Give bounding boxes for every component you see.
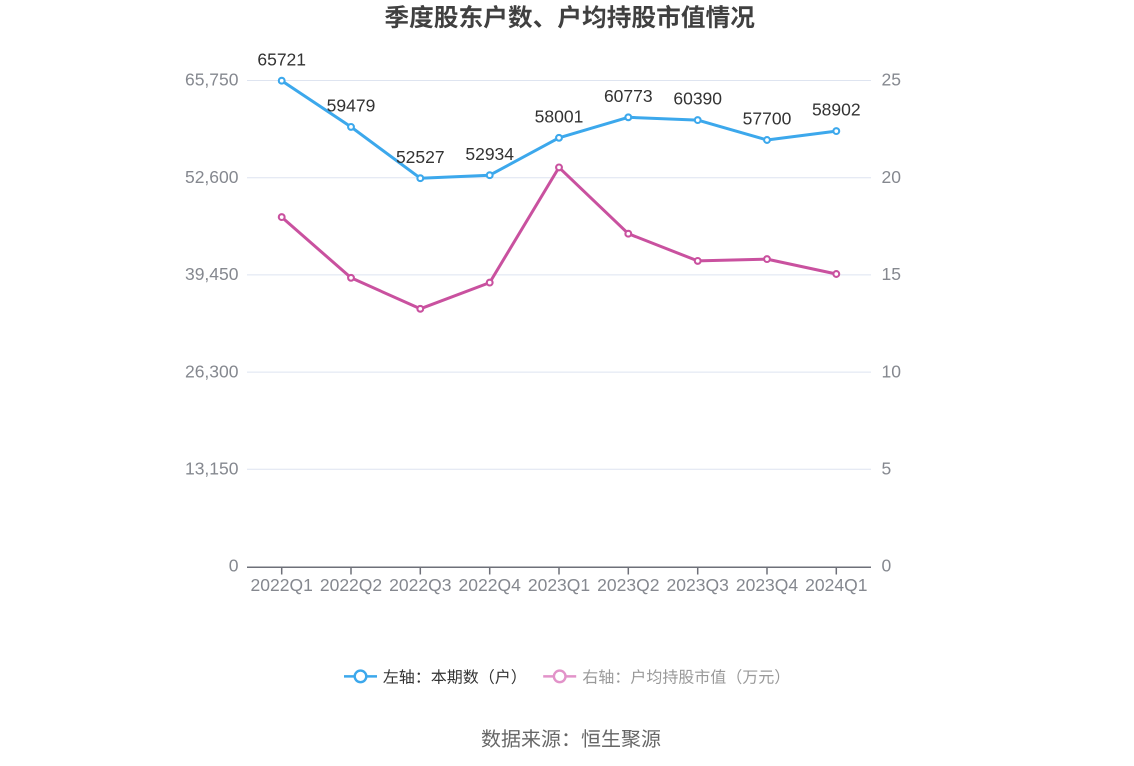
svg-text:59479: 59479 [327, 96, 376, 116]
svg-text:58001: 58001 [535, 106, 584, 126]
svg-text:2023Q1: 2023Q1 [528, 575, 590, 595]
svg-text:60390: 60390 [673, 89, 722, 109]
svg-text:58902: 58902 [812, 100, 861, 120]
svg-text:39,450: 39,450 [185, 264, 239, 284]
svg-text:25: 25 [882, 70, 901, 90]
svg-text:13,150: 13,150 [185, 459, 239, 479]
svg-text:0: 0 [882, 556, 892, 576]
svg-text:65,750: 65,750 [185, 70, 239, 90]
svg-text:15: 15 [882, 264, 901, 284]
svg-text:5: 5 [882, 459, 892, 479]
svg-text:52527: 52527 [396, 147, 445, 167]
svg-text:2023Q4: 2023Q4 [736, 575, 799, 595]
svg-text:52,600: 52,600 [185, 167, 239, 187]
svg-text:2022Q2: 2022Q2 [320, 575, 382, 595]
svg-text:2023Q3: 2023Q3 [667, 575, 729, 595]
svg-text:10: 10 [882, 361, 902, 381]
svg-text:2022Q1: 2022Q1 [251, 575, 313, 595]
svg-text:2022Q3: 2022Q3 [389, 575, 451, 595]
svg-text:20: 20 [882, 167, 902, 187]
svg-text:2022Q4: 2022Q4 [459, 575, 522, 595]
svg-text:2024Q1: 2024Q1 [805, 575, 867, 595]
svg-text:26,300: 26,300 [185, 361, 239, 381]
svg-text:2023Q2: 2023Q2 [597, 575, 659, 595]
svg-text:65721: 65721 [257, 49, 306, 69]
svg-text:52934: 52934 [465, 144, 514, 164]
svg-text:57700: 57700 [743, 109, 792, 129]
svg-text:60773: 60773 [604, 86, 653, 106]
svg-text:0: 0 [229, 556, 239, 576]
